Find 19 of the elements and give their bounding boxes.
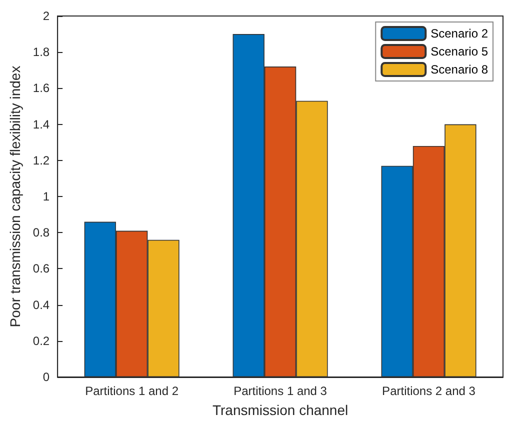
y-tick-label: 1.4 (32, 117, 50, 132)
y-tick-label: 0.8 (32, 226, 50, 240)
y-tick-label: 0 (42, 370, 50, 384)
legend-label: Scenario 8 (430, 62, 488, 76)
y-tick-label: 1.6 (32, 81, 50, 96)
legend-label: Scenario 5 (430, 44, 488, 58)
x-tick-label: Partitions 2 and 3 (382, 384, 476, 398)
x-axis-title: Transmission channel (212, 402, 348, 418)
y-tick-label: 2 (42, 9, 50, 23)
y-tick-label: 1 (42, 190, 50, 204)
y-tick-label: 0.2 (32, 334, 50, 348)
y-tick-label: 1.8 (32, 45, 50, 60)
legend-label: Scenario 2 (430, 26, 488, 40)
y-tick-label: 0.4 (32, 298, 50, 312)
y-axis-title: Poor transmission capacity flexibility index (7, 66, 23, 328)
y-tick-label: 1.2 (32, 153, 50, 168)
x-tick-label: Partitions 1 and 3 (234, 384, 328, 398)
x-tick-label: Partitions 1 and 2 (85, 384, 179, 398)
y-tick-label: 0.6 (32, 262, 50, 276)
